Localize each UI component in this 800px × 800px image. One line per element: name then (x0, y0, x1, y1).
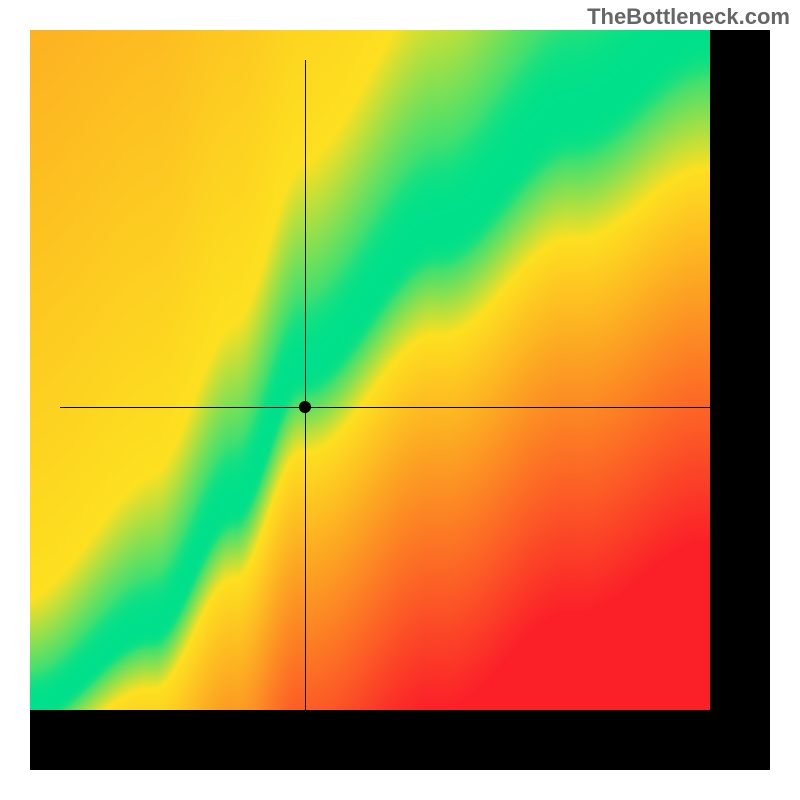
crosshair-marker-dot (299, 401, 311, 413)
watermark-text: TheBottleneck.com (587, 4, 790, 30)
bottleneck-heatmap-canvas (30, 30, 710, 710)
crosshair-horizontal-line (60, 407, 740, 408)
